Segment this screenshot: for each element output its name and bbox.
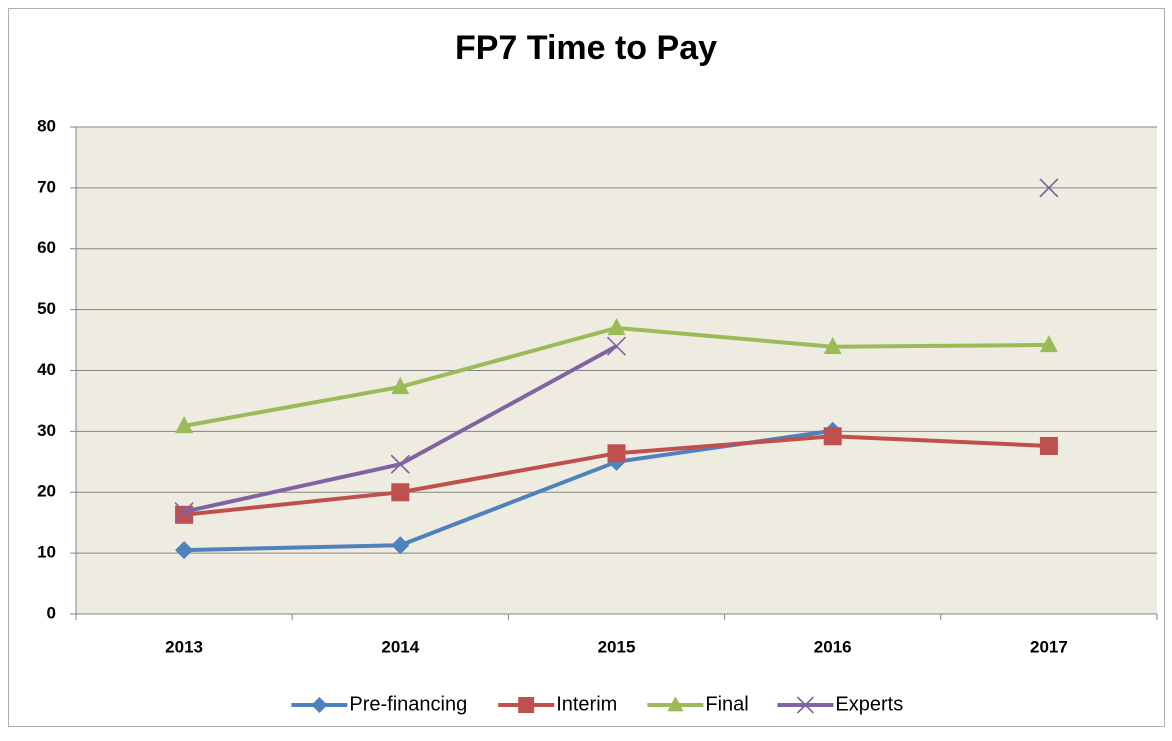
- marker: [607, 444, 626, 463]
- y-tick-label: 30: [37, 421, 56, 440]
- x-tick-label: 2015: [598, 637, 636, 656]
- y-tick-label: 60: [37, 238, 56, 257]
- x-tick-label: 2016: [814, 637, 852, 656]
- y-tick-label: 40: [37, 360, 56, 379]
- marker: [1039, 335, 1058, 353]
- marker: [391, 483, 410, 502]
- x-tick-label: 2014: [381, 637, 419, 656]
- legend-label: Experts: [835, 693, 903, 715]
- y-tick-label: 20: [37, 482, 56, 501]
- y-tick-label: 70: [37, 177, 56, 196]
- marker: [796, 696, 814, 714]
- y-tick-label: 50: [37, 299, 56, 318]
- marker: [1039, 436, 1058, 455]
- legend-label: Interim: [556, 693, 617, 715]
- x-tick-label: 2013: [165, 637, 203, 656]
- x-tick-label: 2017: [1030, 637, 1068, 656]
- marker: [391, 377, 410, 395]
- marker: [175, 541, 194, 560]
- y-tick-label: 0: [47, 603, 56, 622]
- legend-label: Pre-financing: [349, 693, 467, 715]
- marker: [607, 317, 626, 336]
- marker: [390, 454, 410, 474]
- marker: [823, 336, 842, 354]
- marker: [667, 696, 684, 712]
- marker: [823, 427, 842, 446]
- marker: [1039, 178, 1059, 198]
- chart-title: FP7 Time to Pay: [455, 29, 717, 67]
- marker: [606, 336, 627, 356]
- marker: [174, 502, 194, 522]
- marker: [175, 415, 194, 434]
- marker: [311, 697, 328, 713]
- legend-label: Final: [705, 693, 748, 715]
- marker: [518, 697, 535, 713]
- y-tick-label: 80: [37, 116, 56, 135]
- y-tick-label: 10: [37, 543, 56, 562]
- marker: [391, 536, 410, 555]
